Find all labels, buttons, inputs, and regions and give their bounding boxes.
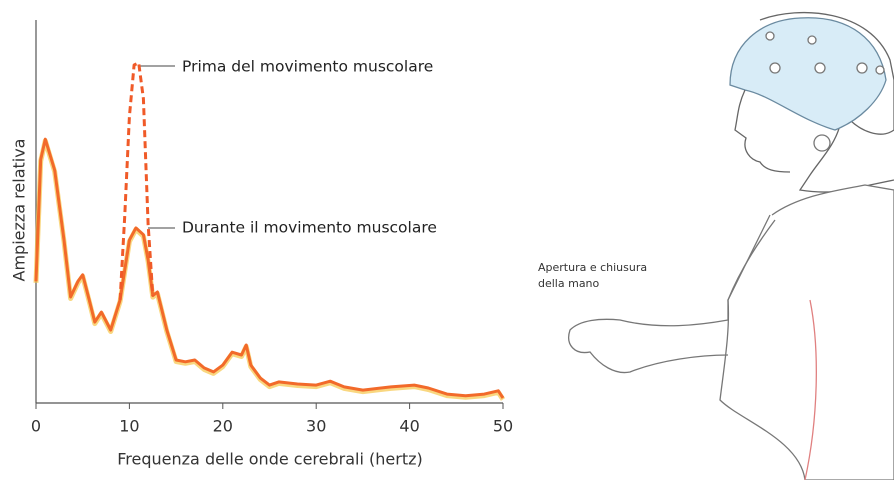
y-axis-title: Ampiezza relativa	[10, 139, 29, 282]
x-tick-label: 10	[119, 417, 139, 436]
x-tick-label: 20	[213, 417, 233, 436]
illustration-caption: Apertura e chiusura	[538, 261, 647, 274]
annotation: Prima del movimento muscolare	[182, 58, 433, 76]
line	[118, 61, 155, 300]
illustration-caption: della mano	[538, 277, 600, 290]
x-tick-label: 50	[493, 417, 513, 436]
x-tick-label: 0	[31, 417, 41, 436]
x-axis-title: Frequenza delle onde cerebrali (hertz)	[117, 450, 422, 469]
child-illustration	[568, 11, 894, 480]
annotation: Durante il movimento muscolare	[182, 219, 437, 237]
line-shadow	[33, 138, 506, 401]
x-tick-label: 40	[399, 417, 419, 436]
x-tick-label: 30	[306, 417, 326, 436]
line	[34, 137, 505, 399]
